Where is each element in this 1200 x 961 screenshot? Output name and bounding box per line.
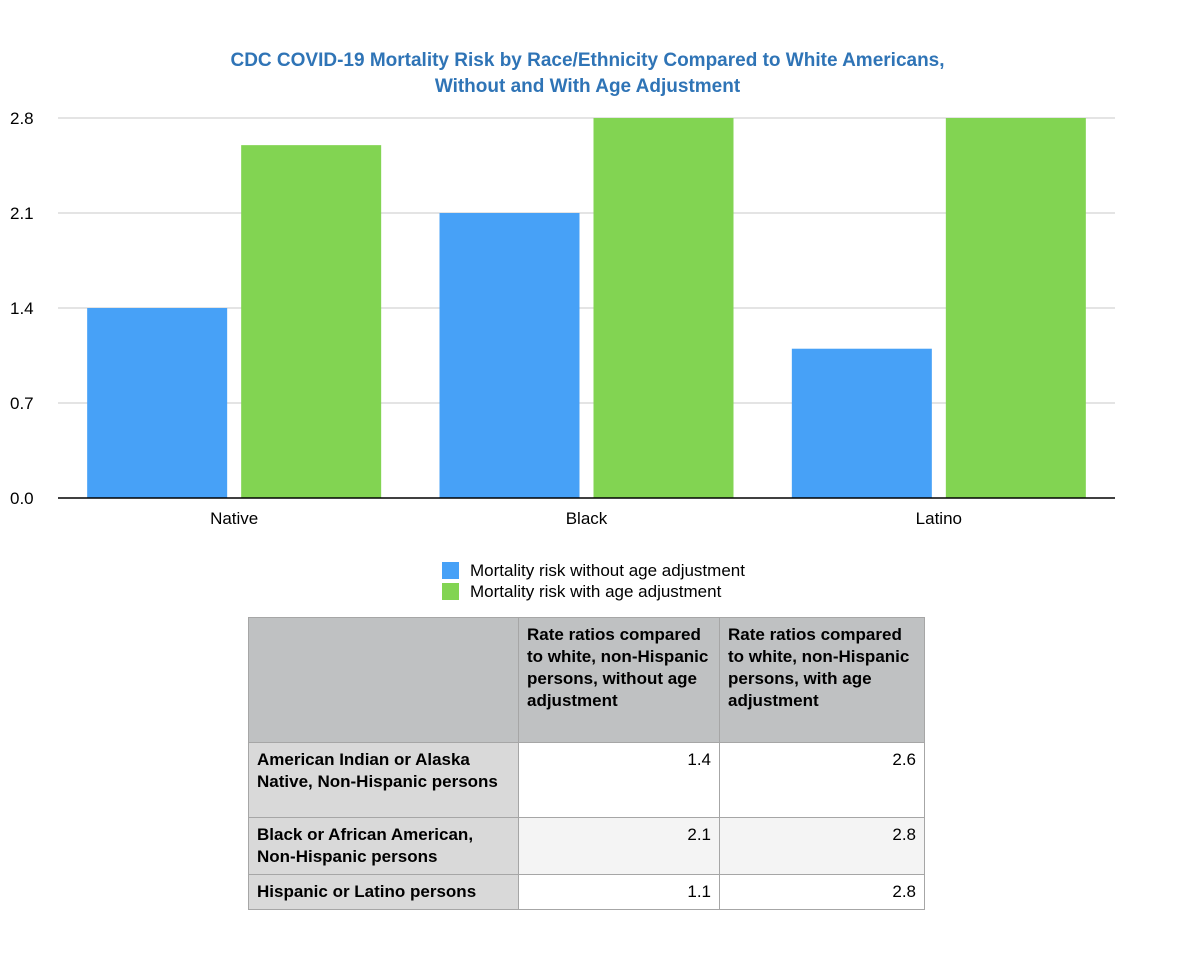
bar bbox=[945, 118, 1086, 498]
table-cell-with-age: 2.8 bbox=[719, 817, 925, 875]
chart-title: CDC COVID-19 Mortality Risk by Race/Ethn… bbox=[0, 48, 1175, 100]
x-tick-label: Black bbox=[566, 509, 608, 528]
table-header-row: Rate ratios compared to white, non-Hispa… bbox=[248, 617, 925, 743]
table-row-label: American Indian or Alaska Native, Non-Hi… bbox=[248, 742, 519, 818]
bar bbox=[593, 118, 734, 498]
table-row: American Indian or Alaska Native, Non-Hi… bbox=[248, 742, 925, 818]
x-tick-label: Native bbox=[210, 509, 258, 528]
chart-title-line-1: CDC COVID-19 Mortality Risk by Race/Ethn… bbox=[230, 50, 945, 71]
bar-chart: 0.0 0.7 1.4 2.1 2.8 Native Black Latino bbox=[10, 109, 1115, 528]
table-cell-without-age: 1.4 bbox=[518, 742, 720, 818]
rate-ratio-table: Rate ratios compared to white, non-Hispa… bbox=[248, 617, 925, 910]
bar bbox=[439, 213, 580, 498]
legend-label-without-age: Mortality risk without age adjustment bbox=[470, 561, 745, 580]
table-row-label: Black or African American, Non-Hispanic … bbox=[248, 817, 519, 875]
chart-legend: Mortality risk without age adjustment Mo… bbox=[442, 560, 745, 602]
table-row-label: Hispanic or Latino persons bbox=[248, 874, 519, 910]
bar bbox=[87, 308, 228, 498]
table-cell-with-age: 2.6 bbox=[719, 742, 925, 818]
table-row: Black or African American, Non-Hispanic … bbox=[248, 817, 925, 875]
table-header-without-age: Rate ratios compared to white, non-Hispa… bbox=[518, 617, 720, 743]
table-row: Hispanic or Latino persons 1.1 2.8 bbox=[248, 874, 925, 910]
bar bbox=[241, 145, 382, 498]
x-tick-label: Latino bbox=[916, 509, 962, 528]
table-header-with-age: Rate ratios compared to white, non-Hispa… bbox=[719, 617, 925, 743]
legend-swatch-green bbox=[442, 583, 459, 600]
y-tick-label: 2.1 bbox=[10, 204, 34, 223]
table-cell-without-age: 1.1 bbox=[518, 874, 720, 910]
table-cell-with-age: 2.8 bbox=[719, 874, 925, 910]
table-header-empty bbox=[248, 617, 519, 743]
bar bbox=[791, 348, 932, 498]
y-tick-label: 0.7 bbox=[10, 394, 34, 413]
chart-title-line-2: Without and With Age Adjustment bbox=[434, 76, 741, 97]
table-cell-without-age: 2.1 bbox=[518, 817, 720, 875]
legend-swatch-blue bbox=[442, 562, 459, 579]
y-tick-label: 0.0 bbox=[10, 489, 34, 508]
y-tick-label: 2.8 bbox=[10, 109, 34, 128]
y-tick-label: 1.4 bbox=[10, 299, 34, 318]
legend-label-with-age: Mortality risk with age adjustment bbox=[470, 582, 722, 601]
legend-item-without-age: Mortality risk without age adjustment bbox=[442, 560, 745, 581]
legend-item-with-age: Mortality risk with age adjustment bbox=[442, 581, 745, 602]
